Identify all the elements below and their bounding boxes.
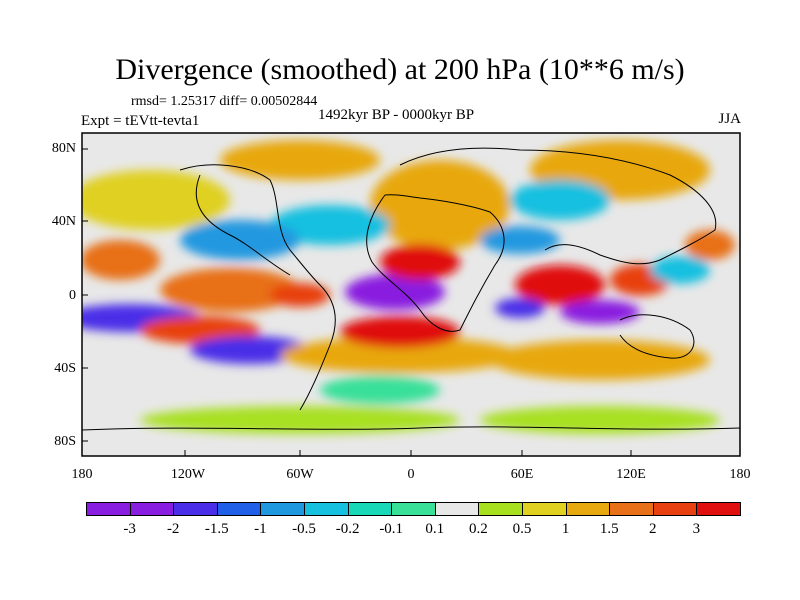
north-indian-convergence	[480, 226, 560, 254]
lat-label-40n: 40N	[51, 214, 76, 229]
colorbar-label: 3	[692, 521, 701, 537]
arctic-divergence	[220, 140, 380, 180]
lon-label-180e: 180	[729, 467, 751, 482]
colorbar-label: -0.1	[379, 521, 404, 537]
figure-title: Divergence (smoothed) at 200 hPa (10**6 …	[115, 53, 685, 86]
colorbar-swatch	[434, 502, 480, 516]
colorbar-swatch	[86, 502, 131, 516]
east-pacific-divergence	[160, 268, 300, 312]
lat-label-80n: 80N	[51, 141, 76, 156]
lon-label-60w: 60W	[286, 467, 314, 482]
colorbar-swatch	[522, 502, 567, 516]
colorbar-label: -3	[123, 521, 136, 537]
colorbar-label: 0.1	[425, 521, 445, 537]
south-atlantic-green	[320, 376, 440, 404]
antarctic-green	[140, 406, 460, 434]
indian-ocean-convergence	[560, 300, 640, 324]
experiment-label: Expt = tEVtt-tevta1	[81, 113, 200, 129]
north-atlantic-convergence	[270, 205, 390, 245]
indian-ocean-divergence	[515, 265, 605, 305]
south-pacific-convergence-2	[190, 336, 310, 364]
period-label: 1492kyr BP - 0000kyr BP	[318, 107, 475, 123]
colorbar-swatch	[260, 502, 305, 516]
colorbar-swatch	[304, 502, 349, 516]
lon-label-180w: 180	[71, 467, 93, 482]
colorbar-swatch	[216, 502, 262, 516]
lon-label-0: 0	[407, 467, 415, 482]
stats-label: rmsd= 1.25317 diff= 0.00502844	[131, 94, 318, 109]
colorbar-swatch	[173, 502, 218, 516]
axis-ticks	[82, 148, 632, 456]
colorbar-swatch	[609, 502, 654, 516]
coastlines	[82, 147, 740, 431]
colorbar-swatch	[129, 502, 175, 516]
mid-pacific-divergence	[685, 230, 735, 260]
colorbar-swatch	[565, 502, 611, 516]
colorbar-label: -1.5	[204, 521, 229, 537]
indian-ocean-convergence-2	[495, 298, 545, 318]
colorbar-label: 1.5	[599, 521, 619, 537]
antarctic-green-2	[480, 406, 720, 434]
colorbar-swatch	[391, 502, 436, 516]
season-label: JJA	[718, 111, 741, 127]
pacific-north-convergence	[180, 220, 300, 260]
south-america-divergence	[270, 283, 330, 307]
colorbar-label: -0.5	[292, 521, 316, 537]
colorbar-label: 0.5	[512, 521, 532, 537]
north-africa-divergence	[370, 160, 510, 250]
west-pacific-convergence	[650, 256, 710, 284]
colorbar-label: -2	[166, 521, 180, 537]
lat-label-40s: 40S	[54, 361, 76, 376]
south-atlantic-divergence	[340, 316, 460, 348]
lon-label-60e: 60E	[510, 467, 534, 482]
west-pacific-divergence	[82, 240, 160, 280]
africa-divergence	[380, 244, 460, 280]
colorbar-label: 0.2	[469, 521, 488, 537]
southern-ocean-divergence	[280, 337, 520, 373]
south-indian-divergence	[490, 340, 710, 380]
lat-label-0: 0	[69, 288, 76, 303]
colorbar-swatch	[652, 502, 698, 516]
lat-label-80s: 80S	[54, 434, 76, 449]
colorbar-swatch	[696, 502, 741, 516]
colorbar-label: 2	[649, 521, 657, 537]
colorbar-label: -1	[254, 521, 267, 537]
lon-label-120e: 120E	[616, 467, 646, 482]
north-pacific-divergence	[82, 170, 230, 230]
atlantic-equatorial-convergence	[345, 274, 445, 310]
lon-label-120w: 120W	[170, 467, 206, 482]
colorbar-label: -0.2	[335, 521, 360, 537]
colorbar-swatch	[347, 502, 393, 516]
colorbar-swatch	[478, 502, 523, 516]
colorbar-label: 1	[561, 521, 570, 537]
siberia-convergence	[510, 180, 610, 220]
